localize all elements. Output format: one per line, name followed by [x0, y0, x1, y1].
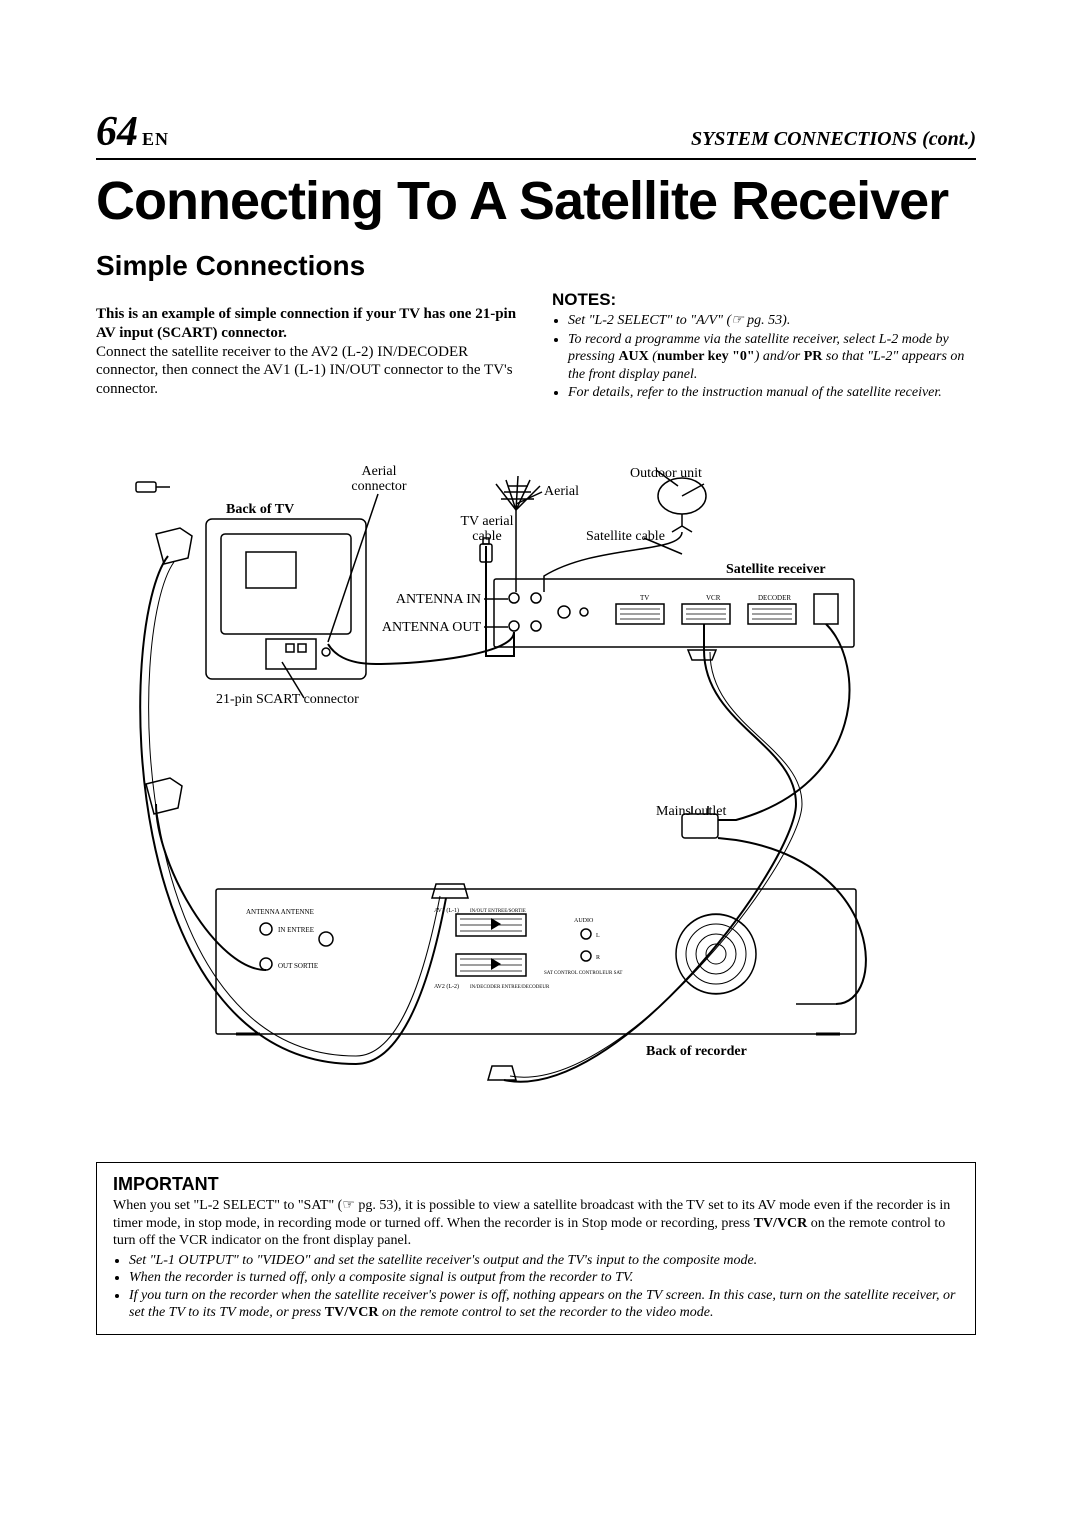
subtitle: Simple Connections: [96, 250, 976, 282]
notes-item: Set "L-2 SELECT" to "A/V" (☞ pg. 53).: [568, 312, 976, 330]
leader-outdoor: [656, 470, 678, 486]
intro-text: This is an example of simple connection …: [96, 305, 520, 399]
notes-heading: NOTES:: [552, 290, 976, 310]
sat-port-vcr: VCR: [706, 594, 721, 602]
leader-aerial: [516, 492, 542, 504]
rec-av1-sub: IN/OUT ENTREE/SORTIE: [470, 909, 526, 914]
mains-plug-icon: [682, 806, 718, 838]
important-item: Set "L-1 OUTPUT" to "VIDEO" and set the …: [129, 1252, 959, 1270]
section-title: SYSTEM CONNECTIONS (cont.): [691, 128, 976, 151]
rec-av2: AV2 (L-2): [434, 983, 459, 990]
rec-in: IN ENTREE: [278, 926, 314, 934]
important-list: Set "L-1 OUTPUT" to "VIDEO" and set the …: [113, 1252, 959, 1322]
leader-aerial-connector: [328, 494, 378, 642]
rec-satctrl: SAT CONTROL CONTROLEUR SAT: [544, 971, 622, 976]
rec-audio: AUDIO: [574, 918, 594, 924]
page-number-value: 64: [96, 109, 138, 155]
scart-plug-rec-av1: [432, 884, 468, 898]
important-item: When the recorder is turned off, only a …: [129, 1269, 959, 1287]
important-heading: IMPORTANT: [113, 1173, 959, 1196]
intro-rest: Connect the satellite receiver to the AV…: [96, 344, 513, 398]
cable-satellite: [544, 532, 682, 592]
page-lang: EN: [142, 129, 169, 149]
coax-plug-icon: [136, 482, 170, 492]
intro-columns: This is an example of simple connection …: [96, 290, 976, 414]
header-bar: 64 EN SYSTEM CONNECTIONS (cont.): [96, 108, 976, 160]
rec-audio-r: R: [596, 955, 600, 961]
cable-ant-pass: [156, 804, 266, 970]
notes-item: To record a programme via the satellite …: [568, 331, 976, 384]
sat-port-tv: TV: [640, 594, 649, 602]
intro-col: This is an example of simple connection …: [96, 290, 520, 414]
important-item: If you turn on the recorder when the sat…: [129, 1287, 959, 1322]
scart-plug-rec-av2: [488, 1066, 516, 1080]
page-title: Connecting To A Satellite Receiver: [96, 170, 976, 232]
scart-plug-sat-vcr: [688, 650, 716, 660]
important-box: IMPORTANT When you set "L-2 SELECT" to "…: [96, 1162, 976, 1335]
intro-bold: This is an example of simple connection …: [96, 306, 516, 341]
important-lead: When you set "L-2 SELECT" to "SAT" (☞ pg…: [113, 1197, 959, 1250]
notes-col: NOTES: Set "L-2 SELECT" to "A/V" (☞ pg. …: [552, 290, 976, 414]
rec-audio-l: L: [596, 933, 600, 939]
scart-plug-loose-left: [146, 778, 182, 814]
dish-icon: [658, 478, 706, 532]
connection-diagram: Back of TV Aerial connector TV aerial ca…: [96, 444, 976, 1144]
satellite-receiver-box: [494, 579, 854, 647]
cable-mains-recorder: [718, 838, 866, 1004]
sat-port-decoder: DECODER: [758, 594, 791, 602]
diagram-svg: TV VCR DECODER: [96, 444, 976, 1144]
cable-scart-sat-av2: [504, 650, 796, 1082]
rec-out: OUT SORTIE: [278, 962, 318, 970]
aerial-icon: [496, 476, 540, 532]
notes-item: For details, refer to the instruction ma…: [568, 384, 976, 402]
page-number: 64 EN: [96, 108, 169, 156]
cable-scart-tv-av1: [140, 556, 446, 1064]
cable-mains-sat: [718, 624, 849, 820]
rec-av2-sub: IN/DECODER ENTREE/DECODEUR: [470, 985, 550, 990]
scart-plug-tv: [156, 528, 192, 564]
rec-antenna: ANTENNA ANTENNE: [246, 908, 314, 916]
notes-list: Set "L-2 SELECT" to "A/V" (☞ pg. 53). To…: [552, 312, 976, 402]
